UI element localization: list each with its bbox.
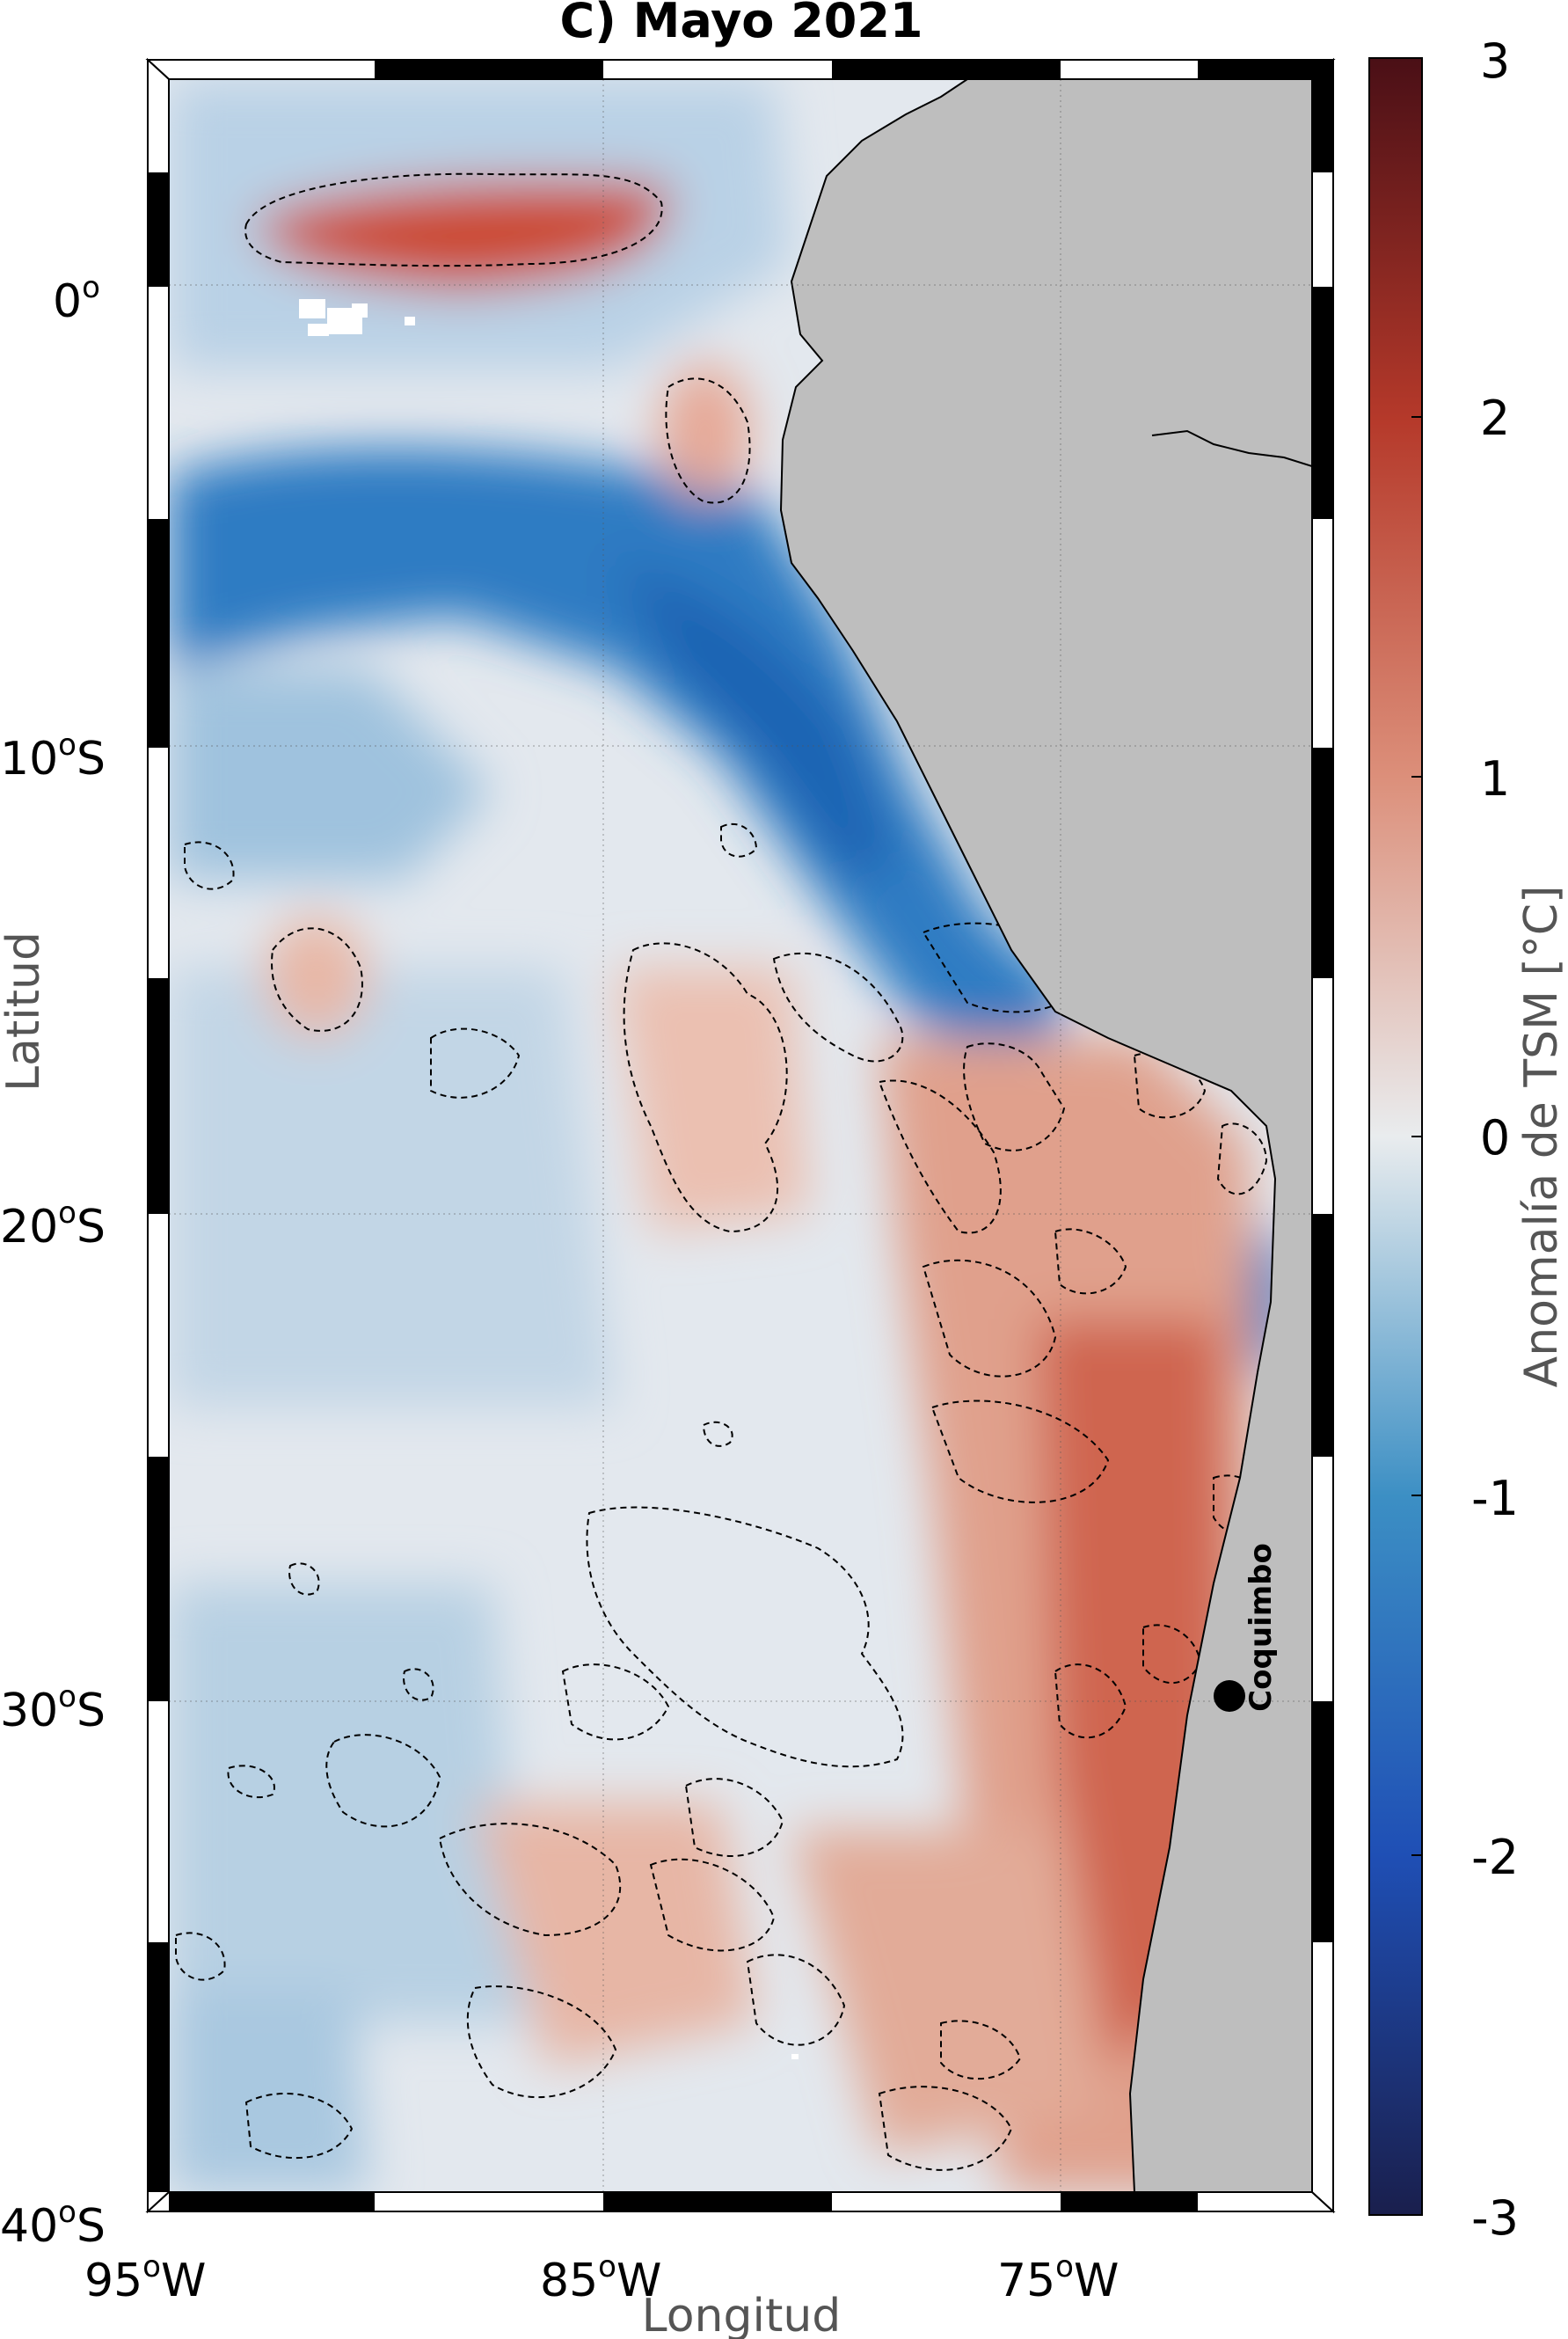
colorbar-tick-label: 0 [1480,1110,1510,1166]
x-axis-ticks: 95oW 85oW 75oW [84,2249,1119,2307]
colorbar-tick-label: -2 [1471,1830,1519,1885]
map-frame [145,57,1336,2214]
x-axis-label: Longitud [642,2290,842,2339]
missing-data-patches [299,299,799,2059]
graticule [169,79,1312,2192]
map-title: C) Mayo 2021 [559,0,923,48]
river-line [1151,429,1312,467]
colorbar-ticks [1411,416,1422,1856]
anomaly-field [169,79,1290,2192]
colorbar-label: Anomalía de TSM [°C] [1515,886,1568,1388]
colorbar-tick-label: 3 [1480,33,1510,89]
x-tick-95w: 95oW [84,2249,206,2307]
colorbar-tick-label: 2 [1480,391,1510,446]
colorbar-tick-label: 1 [1480,751,1510,807]
coquimbo-label: Coquimbo [1243,1543,1279,1712]
colorbar-tick-label: -1 [1471,1471,1519,1526]
y-tick-30s: 30oS [0,1679,106,1737]
y-tick-10s: 10oS [0,727,106,786]
y-tick-40s: 40oS [0,2195,106,2253]
south-america-land [779,79,1312,2192]
y-axis-ticks: 0o 10oS 20oS 30oS 40oS [0,270,106,2253]
y-axis-label: Latitud [0,932,50,1092]
y-tick-20s: 20oS [0,1195,106,1254]
colorbar: 3 2 1 0 -1 -2 -3 Anomalía de TSM [°C] [1368,33,1568,2246]
colorbar-tick-label: -3 [1471,2190,1519,2246]
x-tick-75w: 75oW [997,2249,1119,2307]
x-tick-85w: 85oW [540,2249,661,2307]
map-area [169,79,1312,2192]
y-tick-0: 0o [53,270,100,328]
coquimbo-marker [1214,1680,1245,1712]
